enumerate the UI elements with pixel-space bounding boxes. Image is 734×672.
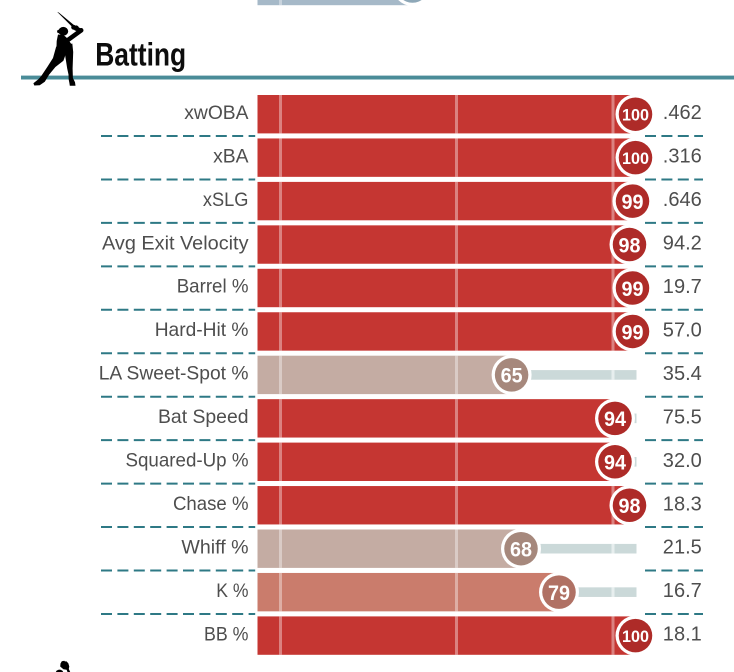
svg-text:94.2: 94.2 xyxy=(663,232,702,255)
svg-text:99: 99 xyxy=(622,277,644,301)
svg-text:79: 79 xyxy=(548,581,570,605)
svg-text:35.4: 35.4 xyxy=(663,362,702,385)
svg-text:98: 98 xyxy=(619,233,641,257)
svg-text:100: 100 xyxy=(622,149,649,168)
svg-text:98: 98 xyxy=(619,494,641,518)
svg-text:99: 99 xyxy=(622,320,644,344)
svg-text:Chase %: Chase % xyxy=(173,493,249,515)
svg-text:Barrel %: Barrel % xyxy=(177,276,249,298)
svg-text:21.5: 21.5 xyxy=(663,536,702,559)
svg-text:K %: K % xyxy=(216,580,248,602)
svg-text:100: 100 xyxy=(622,105,649,124)
svg-text:BB %: BB % xyxy=(204,623,249,645)
svg-text:16.7: 16.7 xyxy=(663,579,702,602)
svg-text:Batting: Batting xyxy=(95,37,186,73)
svg-text:LA Sweet-Spot %: LA Sweet-Spot % xyxy=(99,363,249,385)
svg-text:99: 99 xyxy=(622,190,644,214)
svg-text:Avg Exit Velocity: Avg Exit Velocity xyxy=(102,232,249,254)
svg-text:xBA: xBA xyxy=(213,145,248,167)
svg-text:94: 94 xyxy=(604,407,626,431)
svg-text:Bat Speed: Bat Speed xyxy=(158,406,249,428)
svg-text:100: 100 xyxy=(622,627,649,646)
svg-text:Whiff %: Whiff % xyxy=(181,536,248,558)
svg-text:94: 94 xyxy=(604,451,626,475)
svg-text:xSLG: xSLG xyxy=(203,189,249,211)
svg-text:xwOBA: xwOBA xyxy=(184,102,248,124)
svg-text:65: 65 xyxy=(501,364,523,388)
svg-text:19.7: 19.7 xyxy=(663,275,702,298)
svg-text:.646: .646 xyxy=(663,188,702,211)
svg-text:68: 68 xyxy=(510,538,532,562)
svg-text:Squared-Up %: Squared-Up % xyxy=(126,450,249,472)
svg-text:57.0: 57.0 xyxy=(663,318,702,341)
svg-text:Hard-Hit %: Hard-Hit % xyxy=(155,319,249,341)
svg-text:75.5: 75.5 xyxy=(663,405,702,428)
svg-text:32.0: 32.0 xyxy=(663,449,702,472)
svg-text:.462: .462 xyxy=(663,101,702,124)
svg-text:.316: .316 xyxy=(663,145,702,168)
svg-text:18.1: 18.1 xyxy=(663,623,702,646)
svg-text:18.3: 18.3 xyxy=(663,492,702,515)
